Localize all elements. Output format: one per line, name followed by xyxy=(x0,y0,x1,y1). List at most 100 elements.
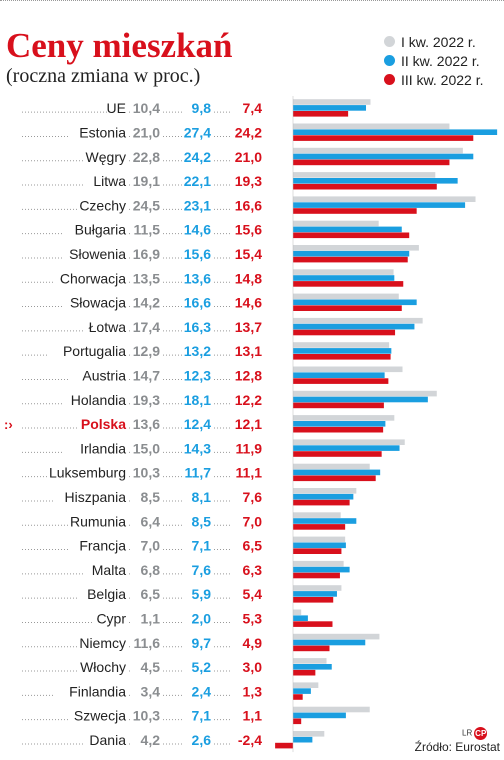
value-label-estonia-q1: 21,0 xyxy=(133,124,160,140)
legend-label-q1: I kw. 2022 r. xyxy=(401,33,476,50)
country-label-finlandia: Finlandia xyxy=(69,683,126,699)
bar-irlandia-q2 xyxy=(293,445,400,451)
bar-wegry-q1 xyxy=(293,147,463,154)
country-label-belgia: Belgia xyxy=(87,586,126,602)
value-label-slowacja-q1: 14,2 xyxy=(133,295,160,311)
value-label-lotwa-q3: 13,7 xyxy=(235,319,262,335)
value-label-bulgaria-q3: 15,6 xyxy=(235,222,262,238)
country-label-lotwa: Łotwa xyxy=(89,319,127,335)
bar-wegry-q2 xyxy=(293,153,474,160)
value-label-belgia-q2: 5,9 xyxy=(192,586,212,602)
value-label-cypr-q1: 1,1 xyxy=(141,610,161,626)
bar-malta-q2 xyxy=(293,566,350,573)
value-label-niemcy-q3: 4,9 xyxy=(243,635,263,651)
bar-czechy-q3 xyxy=(293,208,417,214)
country-label-chorwacja: Chorwacja xyxy=(60,270,126,286)
value-label-dania-q3: -2,4 xyxy=(238,732,262,748)
bar-slowenia-q3 xyxy=(293,256,408,263)
value-label-portugalia-q2: 13,2 xyxy=(184,343,211,359)
bar-szwecja-q1 xyxy=(293,706,370,713)
country-label-wlochy: Włochy xyxy=(80,659,126,675)
legend-label-q3: III kw. 2022 r. xyxy=(401,71,484,88)
bar-hiszpania-q1 xyxy=(293,488,357,494)
value-label-austria-q3: 12,8 xyxy=(235,367,262,383)
country-label-holandia: Holandia xyxy=(71,392,126,408)
bar-lotwa-q3 xyxy=(293,329,396,336)
value-label-szwecja-q1: 10,3 xyxy=(133,708,160,724)
bar-polska-q3 xyxy=(293,426,384,433)
value-label-litwa-q1: 19,1 xyxy=(133,173,160,189)
bar-austria-q1 xyxy=(293,366,403,373)
bar-belgia-q2 xyxy=(293,591,337,597)
bar-finlandia-q1 xyxy=(293,682,319,688)
value-label-polska-q3: 12,1 xyxy=(235,416,262,432)
bar-wlochy-q3 xyxy=(293,669,316,676)
country-label-ue: UE xyxy=(107,100,126,116)
value-label-slowenia-q3: 15,4 xyxy=(235,246,262,262)
value-label-luksemburg-q2: 11,7 xyxy=(185,465,212,481)
value-label-finlandia-q1: 3,4 xyxy=(141,683,161,699)
value-label-chorwacja-q1: 13,5 xyxy=(133,270,160,286)
top-divider xyxy=(0,0,504,3)
country-label-litwa: Litwa xyxy=(93,173,126,189)
value-label-finlandia-q2: 2,4 xyxy=(192,683,212,699)
value-label-lotwa-q1: 17,4 xyxy=(133,319,160,335)
value-label-holandia-q3: 12,2 xyxy=(235,392,262,408)
bar-luksemburg-q1 xyxy=(293,463,370,470)
value-label-francja-q2: 7,1 xyxy=(192,538,212,554)
bar-czechy-q2 xyxy=(293,202,466,208)
bar-ue-q2 xyxy=(293,105,367,111)
value-label-wegry-q1: 22,8 xyxy=(133,149,160,165)
bar-irlandia-q1 xyxy=(293,439,405,445)
logo-badge: CP xyxy=(474,727,488,740)
bar-chorwacja-q1 xyxy=(293,269,394,275)
bar-estonia-q1 xyxy=(293,123,450,130)
value-label-chorwacja-q2: 13,6 xyxy=(184,270,211,286)
value-label-szwecja-q2: 7,1 xyxy=(192,708,212,724)
bar-bulgaria-q3 xyxy=(293,232,410,239)
value-label-portugalia-q1: 12,9 xyxy=(133,343,160,359)
bar-irlandia-q3 xyxy=(293,451,382,457)
bar-szwecja-q2 xyxy=(293,712,346,719)
value-label-wlochy-q3: 3,0 xyxy=(243,659,263,675)
value-label-dania-q1: 4,2 xyxy=(141,732,161,748)
country-label-malta: Malta xyxy=(92,562,126,578)
bar-dania-q1 xyxy=(293,731,325,737)
value-label-luksemburg-q1: 10,3 xyxy=(133,465,160,481)
country-label-slowenia: Słowenia xyxy=(69,246,126,262)
value-label-wegry-q2: 24,2 xyxy=(184,149,211,165)
value-label-bulgaria-q1: 11,5 xyxy=(134,222,161,238)
bar-niemcy-q3 xyxy=(293,645,330,652)
source-note: Źródło: Eurostat xyxy=(414,740,500,754)
bar-bulgaria-q2 xyxy=(293,226,402,233)
value-label-bulgaria-q2: 14,6 xyxy=(184,222,211,238)
bar-portugalia-q3 xyxy=(293,354,391,360)
bar-rumunia-q2 xyxy=(293,518,357,524)
bar-cypr-q1 xyxy=(293,609,302,616)
value-label-ue-q1: 10,4 xyxy=(133,100,160,116)
legend-item-q2: II kw. 2022 r. xyxy=(384,51,484,70)
bar-niemcy-q1 xyxy=(293,633,380,640)
bar-portugalia-q2 xyxy=(293,348,392,354)
bar-niemcy-q2 xyxy=(293,639,366,646)
bar-chorwacja-q3 xyxy=(293,281,404,287)
value-label-malta-q1: 6,8 xyxy=(141,562,161,578)
bar-finlandia-q3 xyxy=(293,694,303,700)
country-label-cypr: Cypr xyxy=(96,610,126,626)
bar-polska-q1 xyxy=(293,415,395,421)
bar-belgia-q3 xyxy=(293,597,334,603)
value-label-rumunia-q3: 7,0 xyxy=(243,513,263,529)
value-label-lotwa-q2: 16,3 xyxy=(184,319,211,335)
country-label-luksemburg: Luksemburg xyxy=(49,465,126,481)
bar-czechy-q1 xyxy=(293,196,476,202)
country-label-niemcy: Niemcy xyxy=(79,635,126,651)
value-label-holandia-q1: 19,3 xyxy=(133,392,160,408)
bar-litwa-q2 xyxy=(293,178,458,184)
country-label-polska: Polska xyxy=(81,416,126,432)
bar-estonia-q3 xyxy=(293,135,474,141)
value-label-wegry-q3: 21,0 xyxy=(235,149,262,165)
value-label-slowenia-q1: 16,9 xyxy=(133,246,160,262)
value-label-malta-q2: 7,6 xyxy=(192,562,212,578)
country-label-francja: Francja xyxy=(79,538,126,554)
bar-estonia-q2 xyxy=(293,129,498,135)
